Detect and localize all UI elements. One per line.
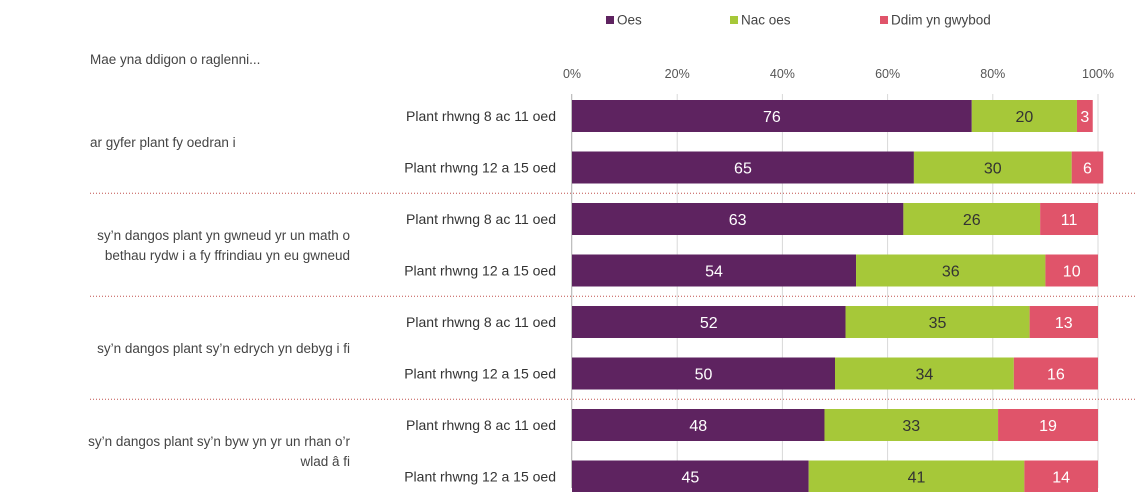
- data-label: 41: [908, 470, 926, 487]
- bar-segment-ddim-yn-gwybod: [1029, 306, 1098, 338]
- group-label: ar gyfer plant fy oedran i: [90, 135, 236, 150]
- bar-segment-oes: [572, 151, 914, 184]
- data-label: 35: [929, 315, 947, 332]
- group-labels: ar gyfer plant fy oedran i sy’n dangos pl…: [88, 135, 350, 469]
- group-label: sy’n dangos plant sy’n byw yn yr un rhan…: [88, 434, 350, 449]
- group-label: sy’n dangos plant yn gwneud yr un math o: [97, 228, 350, 243]
- x-tick-label: 100%: [1082, 67, 1114, 81]
- group-separators: [90, 192, 1136, 400]
- data-label: 65: [734, 161, 752, 178]
- bar-category-label: Plant rhwng 8 ac 11 oed: [406, 211, 556, 227]
- data-label: 36: [942, 264, 960, 281]
- bar-segment-ddim-yn-gwybod: [1040, 203, 1098, 235]
- bar-segment-nac-oes: [971, 100, 1077, 132]
- bar-category-label: Plant rhwng 8 ac 11 oed: [406, 314, 556, 330]
- data-label: 48: [689, 418, 707, 435]
- bar-segment-oes: [572, 254, 857, 287]
- bar-segment-nac-oes: [913, 151, 1072, 184]
- bar-segment-oes: [572, 357, 835, 390]
- x-tick-label: 20%: [665, 67, 690, 81]
- data-label: 45: [681, 470, 699, 487]
- legend: Oes Nac oes Ddim yn gwybod: [606, 13, 991, 28]
- legend-label-3: Ddim yn gwybod: [891, 13, 991, 28]
- data-label: 19: [1039, 418, 1057, 435]
- data-label: 52: [700, 315, 718, 332]
- group-label: bethau rydw i a fy ffrindiau yn eu gwneu…: [105, 248, 350, 263]
- data-label: 13: [1055, 315, 1073, 332]
- bar-segment-nac-oes: [903, 203, 1041, 235]
- legend-swatch-3: [880, 16, 888, 24]
- data-label: 16: [1047, 367, 1065, 384]
- bar-segment-nac-oes: [835, 357, 1014, 390]
- bar-segment-ddim-yn-gwybod: [998, 409, 1098, 441]
- data-label: 6: [1083, 161, 1092, 178]
- group-label: wlad â fi: [299, 454, 350, 469]
- bar-category-labels: Plant rhwng 8 ac 11 oed Plant rhwng 12 a …: [404, 108, 556, 485]
- data-label: 33: [902, 418, 920, 435]
- bar-segment-ddim-yn-gwybod: [1024, 460, 1098, 492]
- bar-category-label: Plant rhwng 12 a 15 oed: [404, 160, 556, 176]
- data-label: 10: [1063, 264, 1081, 281]
- data-label: 11: [1061, 212, 1078, 229]
- data-label: 14: [1052, 470, 1070, 487]
- bar-segment-nac-oes: [845, 306, 1030, 338]
- bars: 76 20 3 65 30 6 63 26 11 54 36 10 52 35 13 50 34 16 48 33 19…: [572, 100, 1104, 492]
- x-tick-label: 40%: [770, 67, 795, 81]
- legend-label-1: Oes: [617, 13, 642, 28]
- data-label: 34: [916, 367, 934, 384]
- legend-label-2: Nac oes: [741, 13, 791, 28]
- data-label: 50: [695, 367, 713, 384]
- data-label: 20: [1015, 109, 1033, 126]
- bar-category-label: Plant rhwng 12 a 15 oed: [404, 366, 556, 382]
- group-label: sy’n dangos plant sy’n edrych yn debyg i…: [97, 341, 350, 356]
- data-label: 30: [984, 161, 1002, 178]
- bar-segment-ddim-yn-gwybod: [1013, 357, 1098, 390]
- bar-segment-ddim-yn-gwybod: [1071, 151, 1104, 184]
- data-label: 26: [963, 212, 981, 229]
- bar-segment-oes: [572, 100, 972, 132]
- bar-segment-nac-oes: [824, 409, 999, 441]
- chart-title: Mae yna ddigon o raglenni...: [90, 52, 260, 67]
- bar-category-label: Plant rhwng 8 ac 11 oed: [406, 108, 556, 124]
- bar-segment-oes: [572, 203, 904, 235]
- data-label: 3: [1080, 109, 1089, 126]
- bar-segment-nac-oes: [808, 460, 1025, 492]
- legend-swatch-1: [606, 16, 614, 24]
- x-tick-label: 80%: [980, 67, 1005, 81]
- x-tick-label: 60%: [875, 67, 900, 81]
- bar-category-label: Plant rhwng 12 a 15 oed: [404, 469, 556, 485]
- bar-segment-ddim-yn-gwybod: [1045, 254, 1098, 287]
- bar-segment-oes: [572, 460, 809, 492]
- x-tick-label: 0%: [563, 67, 581, 81]
- bar-segment-ddim-yn-gwybod: [1076, 100, 1093, 132]
- bar-segment-oes: [572, 409, 825, 441]
- bar-category-label: Plant rhwng 8 ac 11 oed: [406, 417, 556, 433]
- bar-segment-oes: [572, 306, 846, 338]
- data-label: 63: [729, 212, 747, 229]
- data-label: 76: [763, 109, 781, 126]
- bar-segment-nac-oes: [856, 254, 1046, 287]
- legend-swatch-2: [730, 16, 738, 24]
- x-axis-tick-labels: 0% 20% 40% 60% 80% 100%: [563, 67, 1114, 81]
- bar-category-label: Plant rhwng 12 a 15 oed: [404, 263, 556, 279]
- data-label: 54: [705, 264, 723, 281]
